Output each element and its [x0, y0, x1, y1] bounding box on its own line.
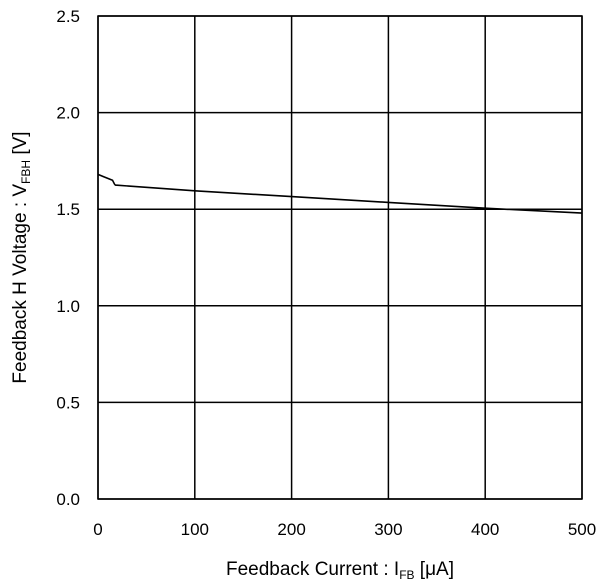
y-tick-label: 1.0 — [56, 297, 80, 316]
x-axis-label-main: Feedback Current : I — [226, 559, 399, 580]
x-tick-label: 100 — [181, 520, 209, 539]
x-tick-label: 0 — [93, 520, 102, 539]
grid-lines — [97, 15, 583, 500]
series-line — [97, 173, 583, 214]
y-axis-label-unit: [V] — [10, 131, 31, 160]
y-axis-label: Feedback H Voltage : VFBH [V] — [10, 131, 33, 383]
y-tick-label: 0.5 — [56, 393, 80, 412]
x-tick-label: 300 — [374, 520, 402, 539]
y-tick-label: 2.5 — [56, 7, 80, 26]
y-tick-label: 2.0 — [56, 104, 80, 123]
tick-labels: 0 100 200 300 400 500 0.0 0.5 1.0 1.5 2.0 2.5 — [56, 7, 596, 539]
plot-frame — [97, 15, 583, 500]
x-axis-label-subscript: FB — [399, 568, 414, 582]
y-axis-label-subscript: FBH — [19, 160, 33, 184]
x-tick-label: 400 — [471, 520, 499, 539]
y-tick-label: 1.5 — [56, 200, 80, 219]
y-tick-label: 0.0 — [56, 490, 80, 509]
y-axis-label-main: Feedback H Voltage : V — [10, 184, 31, 384]
x-axis-label-unit: [μA] — [415, 559, 454, 580]
x-axis-label: Feedback Current : IFB [μA] — [226, 559, 454, 582]
x-tick-label: 500 — [568, 520, 596, 539]
x-tick-label: 200 — [277, 520, 305, 539]
plot-series — [97, 173, 583, 214]
